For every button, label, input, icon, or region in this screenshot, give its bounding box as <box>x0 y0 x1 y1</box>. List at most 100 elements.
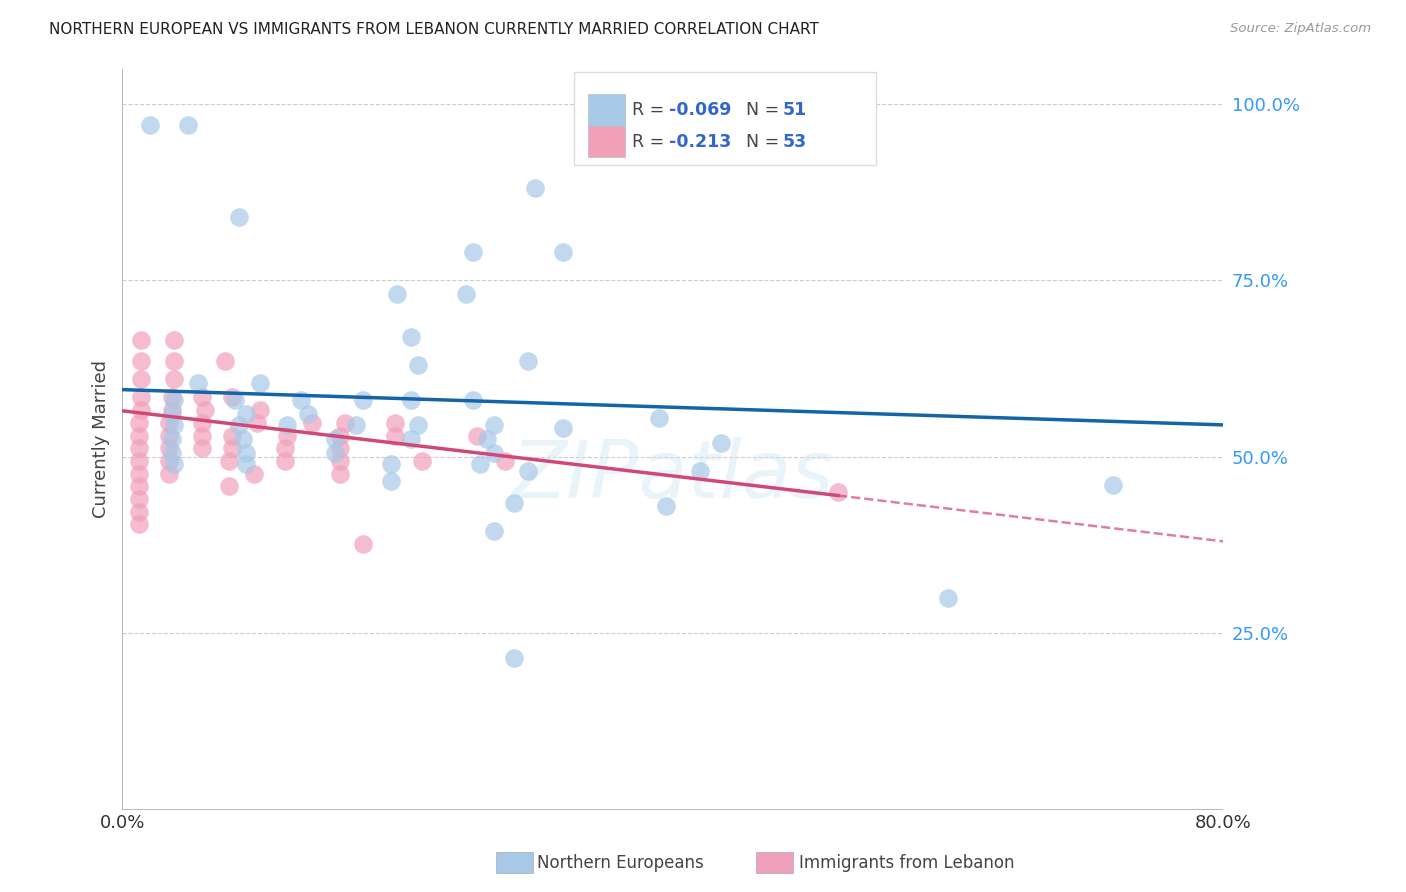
Point <box>194 403 217 417</box>
Text: N =: N = <box>747 133 785 151</box>
Point <box>128 416 150 430</box>
Text: ZIPatlas: ZIPatlas <box>512 437 834 515</box>
Point <box>160 446 183 460</box>
Point <box>157 441 180 455</box>
Point <box>131 372 153 386</box>
Point <box>468 457 491 471</box>
Point <box>1102 478 1125 492</box>
Text: Immigrants from Lebanon: Immigrants from Lebanon <box>799 854 1014 871</box>
Point <box>503 650 526 665</box>
Point <box>243 467 266 481</box>
Point <box>191 416 214 430</box>
Point <box>411 454 433 468</box>
Point <box>524 181 547 195</box>
Point <box>380 457 402 471</box>
Point <box>157 467 180 481</box>
Point <box>344 417 367 432</box>
Point <box>482 524 505 538</box>
Point <box>214 354 236 368</box>
Point <box>290 393 312 408</box>
Point <box>128 467 150 481</box>
Point <box>482 417 505 432</box>
Point <box>235 446 257 460</box>
Point <box>387 287 409 301</box>
Point <box>157 428 180 442</box>
Point <box>463 245 485 260</box>
Point <box>329 467 352 481</box>
Text: R =: R = <box>631 133 669 151</box>
Point <box>138 118 160 132</box>
Point <box>131 390 153 404</box>
Point <box>482 446 505 460</box>
Point <box>232 432 254 446</box>
Point <box>131 333 153 347</box>
Point <box>128 479 150 493</box>
Text: -0.069: -0.069 <box>669 101 731 119</box>
Point <box>273 441 295 455</box>
Point <box>551 245 574 260</box>
Point <box>325 446 347 460</box>
Point <box>406 358 429 372</box>
Point <box>160 432 183 446</box>
FancyBboxPatch shape <box>588 127 626 158</box>
Point <box>710 435 733 450</box>
Point <box>329 441 352 455</box>
Point <box>157 416 180 430</box>
Text: Source: ZipAtlas.com: Source: ZipAtlas.com <box>1230 22 1371 36</box>
Point <box>475 432 498 446</box>
Point <box>224 393 246 408</box>
Point <box>163 372 186 386</box>
Point <box>160 390 183 404</box>
Point <box>827 485 849 500</box>
Point <box>128 491 150 506</box>
Text: N =: N = <box>747 101 785 119</box>
Point <box>218 454 240 468</box>
Point <box>163 354 186 368</box>
Point <box>160 407 183 421</box>
Point <box>157 454 180 468</box>
Point <box>131 354 153 368</box>
Point <box>131 403 153 417</box>
Point <box>465 428 488 442</box>
Point <box>406 417 429 432</box>
Point <box>329 428 352 442</box>
Point <box>228 210 250 224</box>
Point <box>333 416 356 430</box>
Point <box>177 118 200 132</box>
Point <box>494 454 516 468</box>
Point <box>235 407 257 421</box>
Point <box>218 479 240 493</box>
Point <box>163 393 186 408</box>
Point <box>273 454 295 468</box>
Text: R =: R = <box>631 101 669 119</box>
Point <box>352 393 374 408</box>
Point <box>384 428 406 442</box>
Point <box>384 416 406 430</box>
Text: Northern Europeans: Northern Europeans <box>537 854 704 871</box>
Point <box>128 517 150 532</box>
Point <box>297 407 319 421</box>
Point <box>301 416 323 430</box>
Point <box>191 428 214 442</box>
Point <box>655 499 678 513</box>
Point <box>456 287 478 301</box>
Point <box>517 464 540 478</box>
Point <box>128 505 150 519</box>
Point <box>380 475 402 489</box>
Point <box>228 417 250 432</box>
Point <box>128 441 150 455</box>
Point <box>246 416 269 430</box>
Text: NORTHERN EUROPEAN VS IMMIGRANTS FROM LEBANON CURRENTLY MARRIED CORRELATION CHART: NORTHERN EUROPEAN VS IMMIGRANTS FROM LEB… <box>49 22 820 37</box>
Point <box>276 417 298 432</box>
Point <box>191 390 214 404</box>
Point <box>128 454 150 468</box>
Point <box>648 410 671 425</box>
Point <box>399 432 422 446</box>
Point <box>325 432 347 446</box>
Point <box>160 403 183 417</box>
Text: -0.213: -0.213 <box>669 133 731 151</box>
Point <box>503 495 526 509</box>
Point <box>329 454 352 468</box>
Point <box>551 421 574 435</box>
Point <box>399 393 422 408</box>
